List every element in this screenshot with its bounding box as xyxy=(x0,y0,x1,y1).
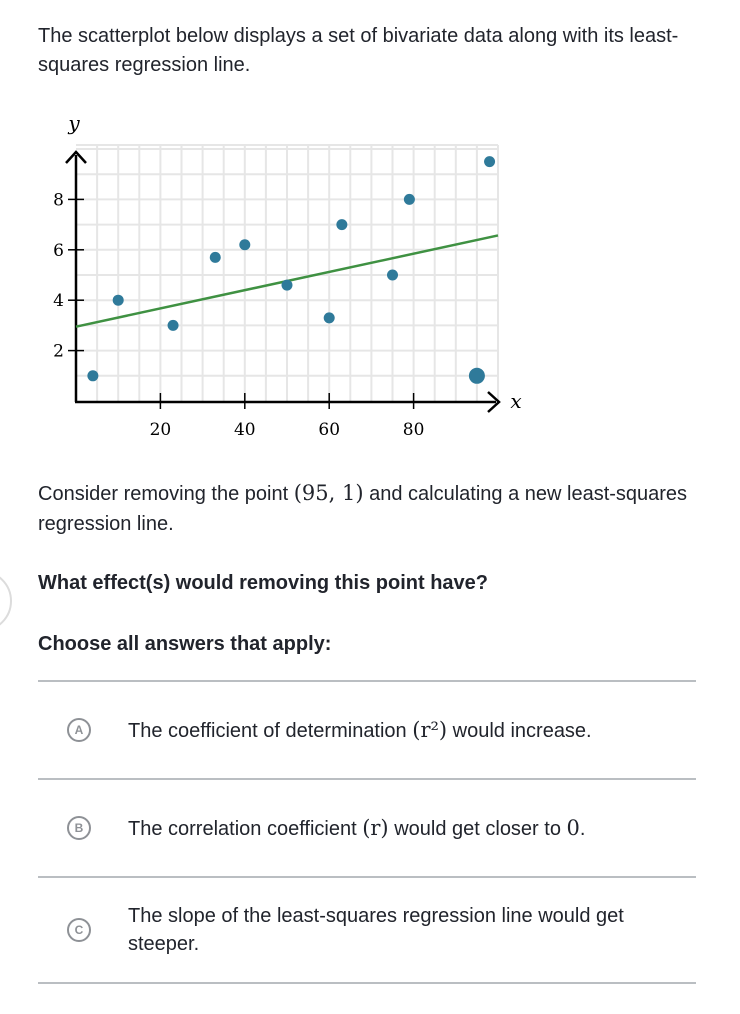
y-tick-label: 6 xyxy=(53,241,64,261)
choice-b-math: (r) xyxy=(362,815,389,840)
divider xyxy=(38,680,696,682)
divider xyxy=(38,982,696,984)
choice-b[interactable]: B The correlation coefficient (r) would … xyxy=(38,780,696,876)
choice-a-text-before: The coefficient of determination xyxy=(128,719,413,742)
scatterplot-svg: 20 40 60 80 2 4 6 8 y x xyxy=(53,111,521,440)
divider xyxy=(38,778,696,780)
data-point xyxy=(484,156,496,168)
scatterplot: 20 40 60 80 2 4 6 8 y x xyxy=(0,0,740,460)
axis-ticks: 20 40 60 80 2 4 6 8 xyxy=(53,190,424,440)
axes xyxy=(65,150,501,413)
y-tick-label: 8 xyxy=(53,190,64,210)
data-point xyxy=(87,370,99,382)
choice-b-math-zero: 0 xyxy=(566,815,580,840)
data-point xyxy=(387,269,398,281)
choice-b-text: The correlation coefficient (r) would ge… xyxy=(128,814,585,843)
choice-a[interactable]: A The coefficient of determination (r²) … xyxy=(38,682,696,778)
consider-text: Consider removing the point (95, 1) and … xyxy=(38,478,698,539)
data-point xyxy=(336,219,348,231)
choice-c-letter-icon[interactable]: C xyxy=(67,918,91,942)
side-circle-decoration xyxy=(0,570,12,632)
choice-b-text-after: would get closer to xyxy=(388,817,567,840)
choice-c-text: The slope of the least-squares regressio… xyxy=(128,905,624,955)
x-axis-label: x xyxy=(510,389,521,413)
divider xyxy=(38,876,696,878)
grid-lines xyxy=(76,144,499,401)
intro-text: The scatterplot below displays a set of … xyxy=(38,25,679,76)
choice-c[interactable]: C The slope of the least-squares regress… xyxy=(38,878,696,982)
answer-choices: A The coefficient of determination (r²) … xyxy=(38,680,696,984)
removed-point-math: (95, 1) xyxy=(293,481,364,505)
data-point xyxy=(209,251,221,263)
y-tick-label: 2 xyxy=(53,342,64,362)
question-text: What effect(s) would removing this point… xyxy=(38,572,489,594)
x-tick-label: 20 xyxy=(150,420,172,440)
data-point xyxy=(403,193,415,205)
y-axis-arrow-icon xyxy=(65,150,87,164)
x-tick-label: 80 xyxy=(403,420,425,440)
instruction-text: Choose all answers that apply: xyxy=(38,633,332,655)
data-points xyxy=(87,156,496,384)
consider-prefix: Consider removing the point xyxy=(38,483,294,505)
data-point xyxy=(112,294,124,306)
y-tick-label: 4 xyxy=(53,291,64,311)
choice-b-letter-icon[interactable]: B xyxy=(67,816,91,840)
choice-b-text-before: The correlation coefficient xyxy=(128,817,363,840)
highlighted-data-point xyxy=(468,367,485,384)
data-point xyxy=(167,319,179,331)
choice-a-math: (r²) xyxy=(412,717,448,742)
y-axis-label: y xyxy=(67,111,80,135)
choice-b-text-end: . xyxy=(579,817,586,840)
data-point xyxy=(323,312,335,324)
x-axis-arrow-icon xyxy=(487,391,501,413)
x-tick-label: 60 xyxy=(318,420,340,440)
data-point xyxy=(239,239,251,251)
choice-a-letter-icon[interactable]: A xyxy=(67,718,91,742)
x-tick-label: 40 xyxy=(234,420,256,440)
choice-a-text-after: would increase. xyxy=(447,719,592,742)
consider-suffix: and calculating a new least-squares regr… xyxy=(38,483,688,535)
data-point xyxy=(281,279,293,291)
choice-a-text: The coefficient of determination (r²) wo… xyxy=(128,716,592,745)
